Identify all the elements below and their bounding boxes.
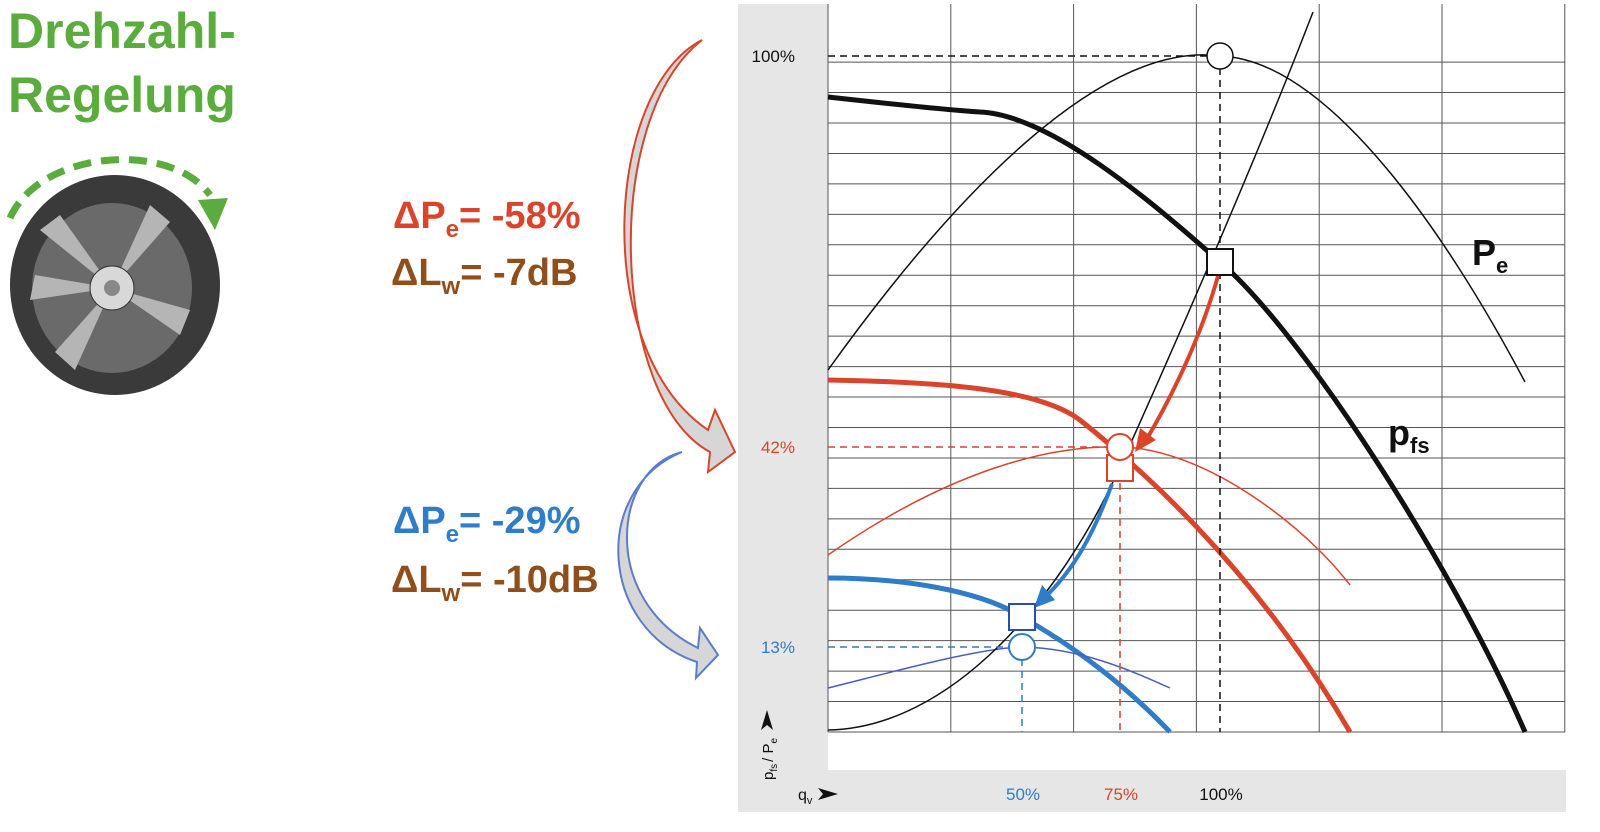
y-axis-title-group: pfs / Pe	[760, 710, 780, 780]
title-line: Regelung	[8, 67, 236, 123]
text-part: / P	[760, 744, 777, 762]
rotation-arrow	[6, 156, 213, 220]
y-axis-arrow	[761, 710, 773, 730]
text-part: ΔL	[391, 252, 442, 294]
red-circle	[1106, 433, 1134, 461]
blue-guide	[828, 646, 1023, 732]
red-hollow-arrow	[623, 39, 737, 475]
rotation-arrowhead	[198, 198, 228, 230]
blue-circle	[1008, 633, 1036, 661]
text-part: p	[1388, 412, 1410, 453]
y-axis-strip	[738, 4, 828, 812]
text-sub: w	[441, 273, 461, 300]
blue-arrowhead	[1034, 585, 1055, 608]
text-sub: e	[446, 216, 459, 243]
text-part: = -7dB	[460, 252, 577, 294]
delta-text: ΔPe= -29%	[393, 500, 581, 548]
title-line: Drehzahl-	[8, 3, 236, 59]
x-axis-title: qv	[798, 787, 813, 807]
x-axis-arrow	[818, 788, 838, 800]
red-guide	[828, 446, 1121, 732]
text-part: P	[1472, 232, 1496, 273]
y-label: 42%	[761, 438, 795, 457]
black-pfs-curve	[827, 94, 1528, 733]
text-sub: v	[807, 795, 813, 807]
text-part: ΔL	[391, 559, 442, 601]
red-square	[1106, 454, 1134, 482]
text-sub: fs	[1410, 433, 1430, 458]
curve-label: Pe	[1472, 232, 1508, 278]
blue-arrow	[1040, 483, 1114, 602]
text-part: = -29%	[459, 500, 580, 542]
red-arrow	[1143, 275, 1220, 444]
red-arrowhead	[1135, 428, 1156, 452]
text-part: q	[798, 787, 807, 804]
text-sub: w	[441, 580, 461, 607]
text-sub: e	[446, 521, 459, 548]
text-part: = -10dB	[460, 559, 598, 601]
black-square	[1206, 248, 1234, 276]
curve-label: pfs	[1388, 412, 1430, 458]
red-pfs-curve	[827, 377, 1353, 734]
text-part: ΔP	[393, 195, 446, 237]
x-label: 100%	[1199, 785, 1242, 804]
fan-blades	[30, 205, 190, 370]
curves	[827, 11, 1528, 734]
text-part: p	[760, 772, 777, 780]
blue-hollow-arrow	[617, 451, 720, 681]
text-sub: fs	[769, 764, 780, 772]
x-label: 75%	[1104, 785, 1138, 804]
grid	[827, 4, 1566, 733]
text-part: = -58%	[459, 195, 580, 237]
y-axis-title: pfs / Pe	[760, 738, 780, 780]
text-sub: e	[769, 738, 780, 744]
fan-center	[104, 280, 120, 296]
delta-text: ΔPe= -58%	[393, 195, 581, 243]
delta-text: ΔLw= -7dB	[391, 252, 577, 300]
x-label: 50%	[1006, 785, 1040, 804]
black-guide	[828, 55, 1221, 732]
x-axis-strip	[738, 770, 1566, 812]
blue-square	[1008, 603, 1036, 631]
text-sub: e	[1496, 253, 1508, 278]
delta-text: ΔLw= -10dB	[391, 559, 599, 607]
fan-illustration	[6, 156, 228, 395]
black-circle	[1206, 42, 1234, 70]
y-label: 13%	[761, 638, 795, 657]
text-part: ΔP	[393, 500, 446, 542]
y-label: 100%	[752, 47, 795, 66]
